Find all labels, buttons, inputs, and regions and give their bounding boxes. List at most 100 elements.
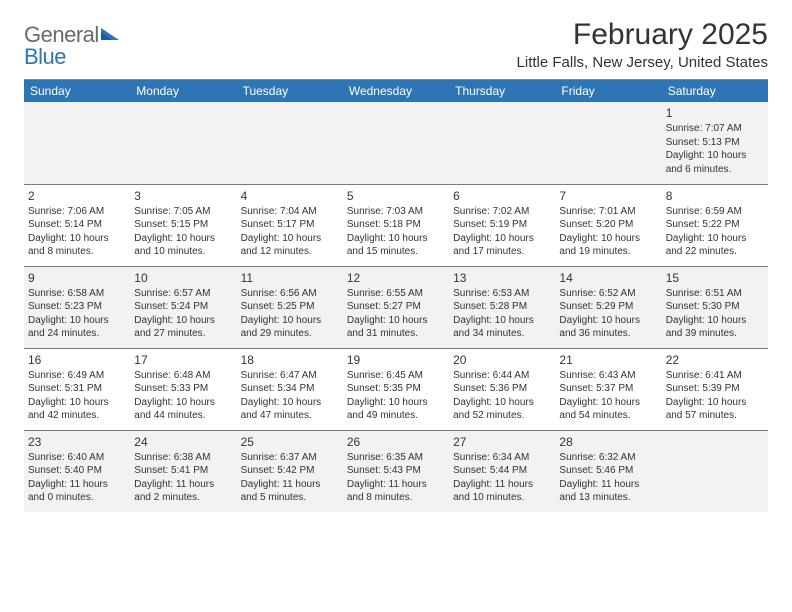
calendar-day-cell: 19Sunrise: 6:45 AMSunset: 5:35 PMDayligh… <box>343 348 449 430</box>
calendar-day-cell: 24Sunrise: 6:38 AMSunset: 5:41 PMDayligh… <box>130 430 236 512</box>
daylight-text: Daylight: 10 hours and 49 minutes. <box>347 396 445 423</box>
calendar-day-cell: 12Sunrise: 6:55 AMSunset: 5:27 PMDayligh… <box>343 266 449 348</box>
day-number: 10 <box>134 270 232 286</box>
daylight-text: Daylight: 10 hours and 31 minutes. <box>347 314 445 341</box>
calendar-week-row: 23Sunrise: 6:40 AMSunset: 5:40 PMDayligh… <box>24 430 768 512</box>
calendar-day-cell: 14Sunrise: 6:52 AMSunset: 5:29 PMDayligh… <box>555 266 661 348</box>
calendar-day-cell: 1Sunrise: 7:07 AMSunset: 5:13 PMDaylight… <box>662 102 768 184</box>
sunrise-text: Sunrise: 6:52 AM <box>559 287 657 301</box>
daylight-text: Daylight: 10 hours and 36 minutes. <box>559 314 657 341</box>
sunrise-text: Sunrise: 7:06 AM <box>28 205 126 219</box>
calendar-day-cell <box>449 102 555 184</box>
daylight-text: Daylight: 11 hours and 5 minutes. <box>241 478 339 505</box>
day-number: 23 <box>28 434 126 450</box>
title-block: February 2025 Little Falls, New Jersey, … <box>517 18 768 71</box>
sunset-text: Sunset: 5:44 PM <box>453 464 551 478</box>
day-number: 16 <box>28 352 126 368</box>
sunrise-text: Sunrise: 6:40 AM <box>28 451 126 465</box>
sunset-text: Sunset: 5:28 PM <box>453 300 551 314</box>
day-number: 25 <box>241 434 339 450</box>
calendar-day-cell: 23Sunrise: 6:40 AMSunset: 5:40 PMDayligh… <box>24 430 130 512</box>
sunset-text: Sunset: 5:31 PM <box>28 382 126 396</box>
calendar-day-cell: 6Sunrise: 7:02 AMSunset: 5:19 PMDaylight… <box>449 184 555 266</box>
sunrise-text: Sunrise: 6:37 AM <box>241 451 339 465</box>
page-title: February 2025 <box>517 18 768 52</box>
sunrise-text: Sunrise: 7:01 AM <box>559 205 657 219</box>
sunset-text: Sunset: 5:34 PM <box>241 382 339 396</box>
logo-text-blue: Blue <box>24 46 121 68</box>
sunrise-text: Sunrise: 7:05 AM <box>134 205 232 219</box>
daylight-text: Daylight: 10 hours and 39 minutes. <box>666 314 764 341</box>
location-text: Little Falls, New Jersey, United States <box>517 54 768 71</box>
daylight-text: Daylight: 10 hours and 8 minutes. <box>28 232 126 259</box>
calendar-week-row: 2Sunrise: 7:06 AMSunset: 5:14 PMDaylight… <box>24 184 768 266</box>
day-header: Saturday <box>662 80 768 102</box>
day-number: 8 <box>666 188 764 204</box>
sunrise-text: Sunrise: 6:32 AM <box>559 451 657 465</box>
sunrise-text: Sunrise: 6:43 AM <box>559 369 657 383</box>
day-number: 12 <box>347 270 445 286</box>
sunset-text: Sunset: 5:46 PM <box>559 464 657 478</box>
calendar-day-cell: 9Sunrise: 6:58 AMSunset: 5:23 PMDaylight… <box>24 266 130 348</box>
calendar-day-cell: 10Sunrise: 6:57 AMSunset: 5:24 PMDayligh… <box>130 266 236 348</box>
daylight-text: Daylight: 10 hours and 54 minutes. <box>559 396 657 423</box>
day-number: 26 <box>347 434 445 450</box>
sunrise-text: Sunrise: 6:47 AM <box>241 369 339 383</box>
daylight-text: Daylight: 11 hours and 0 minutes. <box>28 478 126 505</box>
daylight-text: Daylight: 11 hours and 2 minutes. <box>134 478 232 505</box>
day-header: Wednesday <box>343 80 449 102</box>
flag-icon <box>101 26 121 46</box>
daylight-text: Daylight: 10 hours and 52 minutes. <box>453 396 551 423</box>
sunset-text: Sunset: 5:39 PM <box>666 382 764 396</box>
calendar-day-cell: 27Sunrise: 6:34 AMSunset: 5:44 PMDayligh… <box>449 430 555 512</box>
day-header-row: Sunday Monday Tuesday Wednesday Thursday… <box>24 80 768 102</box>
day-number: 21 <box>559 352 657 368</box>
sunrise-text: Sunrise: 6:51 AM <box>666 287 764 301</box>
calendar-day-cell: 8Sunrise: 6:59 AMSunset: 5:22 PMDaylight… <box>662 184 768 266</box>
calendar-day-cell <box>130 102 236 184</box>
day-number: 18 <box>241 352 339 368</box>
sunset-text: Sunset: 5:43 PM <box>347 464 445 478</box>
day-number: 6 <box>453 188 551 204</box>
sunrise-text: Sunrise: 6:41 AM <box>666 369 764 383</box>
sunrise-text: Sunrise: 7:03 AM <box>347 205 445 219</box>
sunset-text: Sunset: 5:30 PM <box>666 300 764 314</box>
calendar-day-cell <box>662 430 768 512</box>
day-number: 20 <box>453 352 551 368</box>
sunset-text: Sunset: 5:29 PM <box>559 300 657 314</box>
sunset-text: Sunset: 5:40 PM <box>28 464 126 478</box>
calendar-day-cell: 26Sunrise: 6:35 AMSunset: 5:43 PMDayligh… <box>343 430 449 512</box>
sunrise-text: Sunrise: 6:49 AM <box>28 369 126 383</box>
daylight-text: Daylight: 10 hours and 24 minutes. <box>28 314 126 341</box>
daylight-text: Daylight: 10 hours and 44 minutes. <box>134 396 232 423</box>
day-number: 11 <box>241 270 339 286</box>
day-number: 13 <box>453 270 551 286</box>
calendar-day-cell: 2Sunrise: 7:06 AMSunset: 5:14 PMDaylight… <box>24 184 130 266</box>
sunset-text: Sunset: 5:24 PM <box>134 300 232 314</box>
daylight-text: Daylight: 11 hours and 8 minutes. <box>347 478 445 505</box>
calendar-day-cell: 18Sunrise: 6:47 AMSunset: 5:34 PMDayligh… <box>237 348 343 430</box>
day-header: Friday <box>555 80 661 102</box>
sunset-text: Sunset: 5:37 PM <box>559 382 657 396</box>
calendar-day-cell: 5Sunrise: 7:03 AMSunset: 5:18 PMDaylight… <box>343 184 449 266</box>
calendar-day-cell <box>24 102 130 184</box>
sunrise-text: Sunrise: 6:45 AM <box>347 369 445 383</box>
sunset-text: Sunset: 5:42 PM <box>241 464 339 478</box>
daylight-text: Daylight: 10 hours and 22 minutes. <box>666 232 764 259</box>
sunrise-text: Sunrise: 7:04 AM <box>241 205 339 219</box>
calendar-week-row: 9Sunrise: 6:58 AMSunset: 5:23 PMDaylight… <box>24 266 768 348</box>
calendar-day-cell <box>237 102 343 184</box>
daylight-text: Daylight: 10 hours and 47 minutes. <box>241 396 339 423</box>
sunrise-text: Sunrise: 6:53 AM <box>453 287 551 301</box>
calendar-week-row: 16Sunrise: 6:49 AMSunset: 5:31 PM Dayligh… <box>24 348 768 430</box>
sunset-text: Sunset: 5:15 PM <box>134 218 232 232</box>
daylight-text: Daylight: 11 hours and 10 minutes. <box>453 478 551 505</box>
sunset-text: Sunset: 5:22 PM <box>666 218 764 232</box>
sunrise-text: Sunrise: 6:56 AM <box>241 287 339 301</box>
daylight-text: Daylight: 10 hours and 15 minutes. <box>347 232 445 259</box>
calendar-day-cell: 13Sunrise: 6:53 AMSunset: 5:28 PMDayligh… <box>449 266 555 348</box>
day-number: 7 <box>559 188 657 204</box>
calendar-body: 1Sunrise: 7:07 AMSunset: 5:13 PMDaylight… <box>24 102 768 512</box>
sunrise-text: Sunrise: 6:59 AM <box>666 205 764 219</box>
day-number: 19 <box>347 352 445 368</box>
